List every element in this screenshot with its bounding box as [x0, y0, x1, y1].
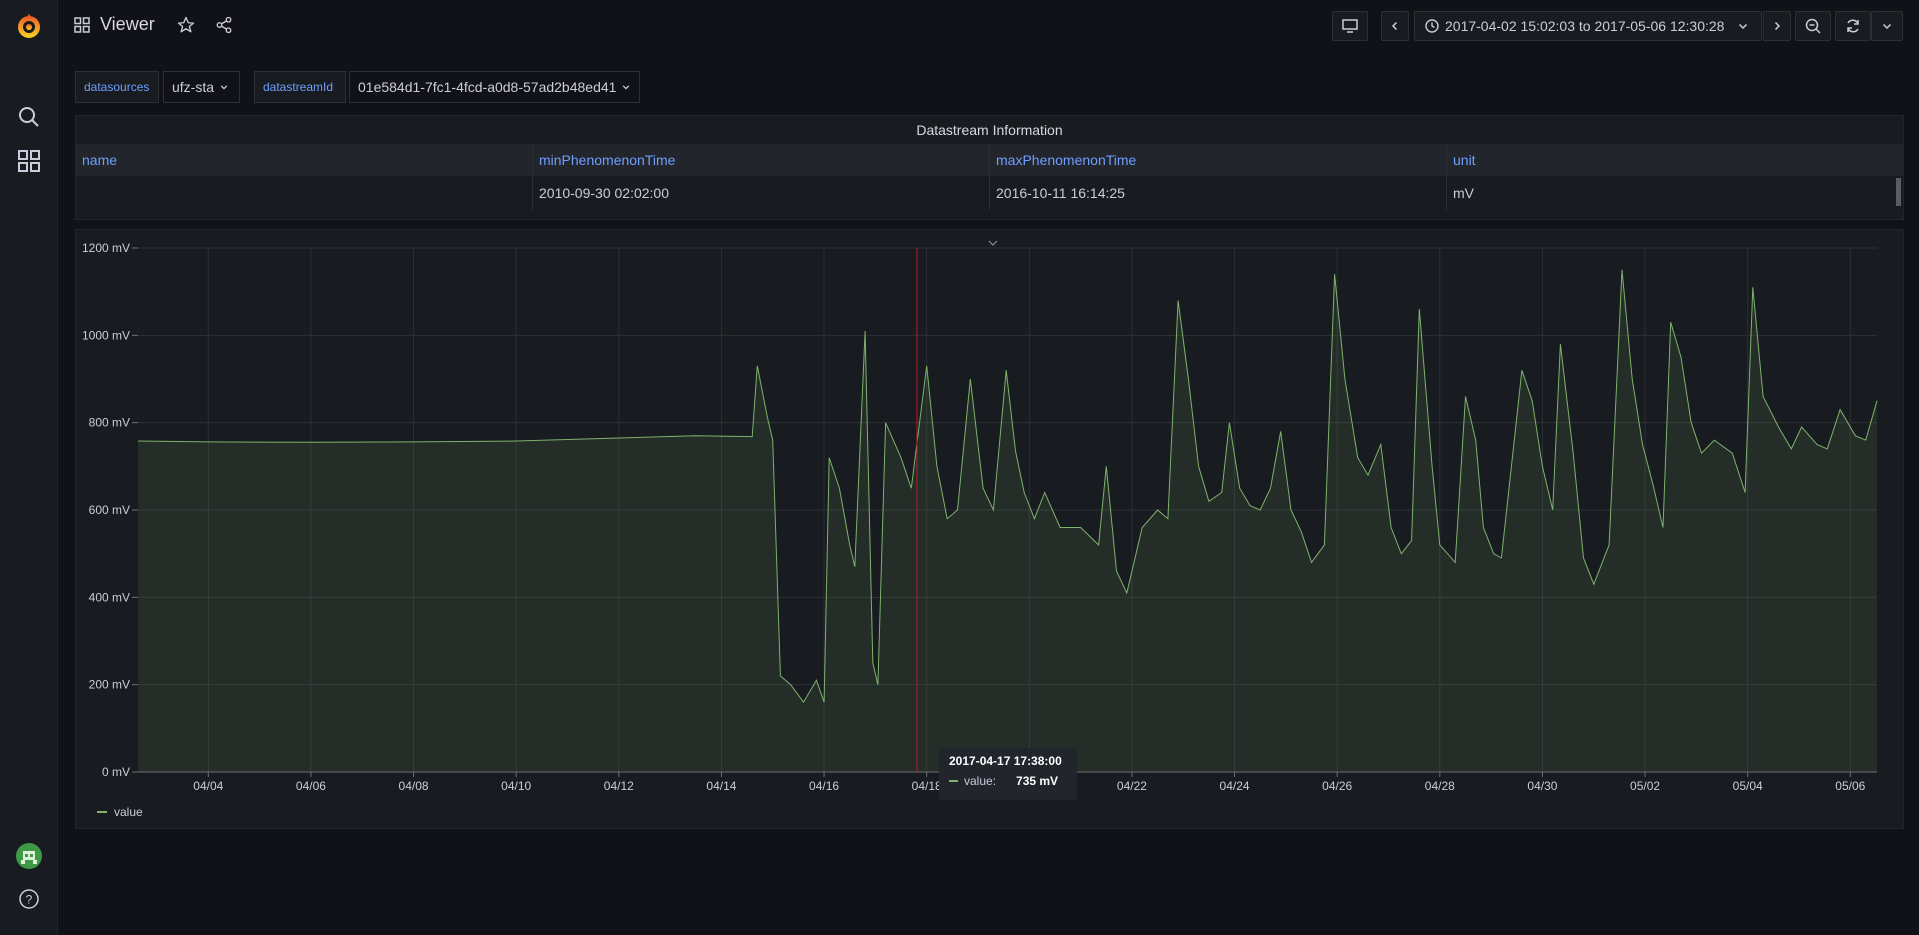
- x-tick-label: 04/24: [1220, 779, 1250, 793]
- x-tick-label: 04/08: [399, 779, 429, 793]
- table-row: 2010-09-30 02:02:00 2016-10-11 16:14:25 …: [76, 176, 1903, 210]
- title-area: Viewer: [74, 14, 233, 35]
- column-header-unit[interactable]: unit: [1453, 152, 1476, 168]
- tooltip-swatch: [949, 780, 958, 782]
- y-tick-label: 1200 mV: [82, 241, 130, 255]
- table-header: name minPhenomenonTime maxPhenomenonTime…: [76, 144, 1903, 176]
- svg-text:?: ?: [25, 893, 32, 907]
- y-tick-label: 400 mV: [89, 590, 130, 604]
- variable-label-datastreamid: datastreamId: [254, 71, 346, 103]
- time-forward-button[interactable]: [1763, 11, 1791, 41]
- variable-select-datasources[interactable]: ufz-sta: [163, 71, 240, 103]
- chevron-down-icon: [220, 85, 228, 90]
- series-area-value: [138, 269, 1877, 772]
- chevron-down-icon: [623, 85, 630, 90]
- variable-label-datasources: datasources: [75, 71, 159, 103]
- zoom-out-icon: [1805, 18, 1821, 34]
- clock-icon: [1425, 19, 1439, 33]
- cell-unit: mV: [1453, 185, 1474, 201]
- graph-tooltip: 2017-04-17 17:38:00 value: 735 mV: [939, 748, 1077, 800]
- variable-select-datastreamid[interactable]: 01e584d1-7fc1-4fcd-a0d8-57ad2b48ed41: [349, 71, 640, 103]
- x-tick-label: 05/06: [1835, 779, 1865, 793]
- chevron-down-icon: [1739, 23, 1748, 30]
- y-tick-label: 600 mV: [89, 503, 130, 517]
- panel-title[interactable]: Datastream Information: [916, 122, 1063, 138]
- table-scrollbar[interactable]: [1896, 178, 1901, 206]
- x-tick-label: 04/26: [1322, 779, 1352, 793]
- tooltip-series-label: value:: [964, 774, 997, 788]
- top-bar: Viewer 2017-04-02 15:02:03 to 2017-05-06…: [58, 0, 1919, 52]
- x-tick-label: 04/16: [809, 779, 839, 793]
- time-series-chart[interactable]: 0 mV 200 mV 400 mV 600 mV 800 mV 1000 mV 1200 …: [76, 230, 1905, 830]
- x-tick-label: 04/14: [706, 779, 736, 793]
- tooltip-time: 2017-04-17 17:38:00: [949, 754, 1062, 768]
- cell-max-time: 2016-10-11 16:14:25: [990, 176, 1447, 210]
- x-tick-label: 05/02: [1630, 779, 1660, 793]
- refresh-interval-dropdown[interactable]: [1871, 11, 1903, 41]
- time-back-button[interactable]: [1381, 11, 1409, 41]
- chevron-left-icon: [1391, 21, 1398, 31]
- cell-name: [76, 176, 533, 210]
- legend: value: [97, 805, 143, 819]
- x-tick-label: 04/06: [296, 779, 326, 793]
- x-tick-label: 04/04: [193, 779, 223, 793]
- legend-item-value[interactable]: value: [114, 805, 143, 819]
- dashboards-icon[interactable]: [0, 141, 57, 181]
- y-tick-label: 200 mV: [89, 678, 130, 692]
- share-icon[interactable]: [215, 16, 233, 34]
- star-icon[interactable]: [177, 16, 195, 34]
- grafana-logo-icon: [17, 14, 40, 38]
- x-tick-label: 04/10: [501, 779, 531, 793]
- x-tick-label: 05/04: [1733, 779, 1763, 793]
- cycle-view-mode-button[interactable]: [1332, 11, 1368, 41]
- variable-value-datastreamid: 01e584d1-7fc1-4fcd-a0d8-57ad2b48ed41: [358, 79, 617, 95]
- column-header-name[interactable]: name: [76, 144, 533, 176]
- panel-menu-chevron-icon[interactable]: [988, 240, 998, 246]
- x-tick-label: 04/18: [912, 779, 942, 793]
- sidebar: ?: [0, 0, 58, 935]
- x-tick-label: 04/30: [1527, 779, 1557, 793]
- x-tick-label: 04/22: [1117, 779, 1147, 793]
- x-tick-label: 04/12: [604, 779, 634, 793]
- zoom-out-button[interactable]: [1795, 11, 1831, 41]
- x-tick-label: 04/28: [1425, 779, 1455, 793]
- search-icon[interactable]: [0, 97, 57, 137]
- help-icon[interactable]: ?: [0, 879, 57, 919]
- column-header-min-time[interactable]: minPhenomenonTime: [533, 144, 990, 176]
- y-tick-label: 800 mV: [89, 416, 130, 430]
- time-range-picker[interactable]: 2017-04-02 15:02:03 to 2017-05-06 12:30:…: [1414, 11, 1762, 41]
- chevron-right-icon: [1774, 21, 1781, 31]
- datastream-info-panel: Datastream Information name minPhenomeno…: [75, 115, 1904, 220]
- avatar-icon: [15, 843, 42, 869]
- variable-value-datasources: ufz-sta: [172, 79, 215, 95]
- dashboard-grid-icon: [74, 16, 90, 33]
- series-line-value: [137, 269, 1878, 704]
- page-title[interactable]: Viewer: [100, 14, 155, 34]
- time-range-label: 2017-04-02 15:02:03 to 2017-05-06 12:30:…: [1445, 18, 1725, 34]
- grafana-logo[interactable]: [0, 6, 57, 46]
- graph-panel: 0 mV 200 mV 400 mV 600 mV 800 mV 1000 mV 1200 …: [75, 229, 1904, 829]
- chart-series: [137, 269, 1878, 772]
- y-axis: 0 mV 200 mV 400 mV 600 mV 800 mV 1000 mV 1200 …: [82, 241, 138, 779]
- refresh-icon: [1847, 19, 1859, 33]
- column-header-max-time[interactable]: maxPhenomenonTime: [990, 144, 1447, 176]
- chevron-down-icon: [1882, 23, 1892, 30]
- monitor-icon: [1342, 19, 1358, 33]
- tooltip-value: 735 mV: [1016, 774, 1059, 788]
- refresh-button[interactable]: [1835, 11, 1871, 41]
- y-tick-label: 1000 mV: [82, 328, 130, 342]
- y-tick-label: 0 mV: [102, 765, 130, 779]
- user-avatar[interactable]: [0, 836, 57, 876]
- cell-min-time: 2010-09-30 02:02:00: [533, 176, 990, 210]
